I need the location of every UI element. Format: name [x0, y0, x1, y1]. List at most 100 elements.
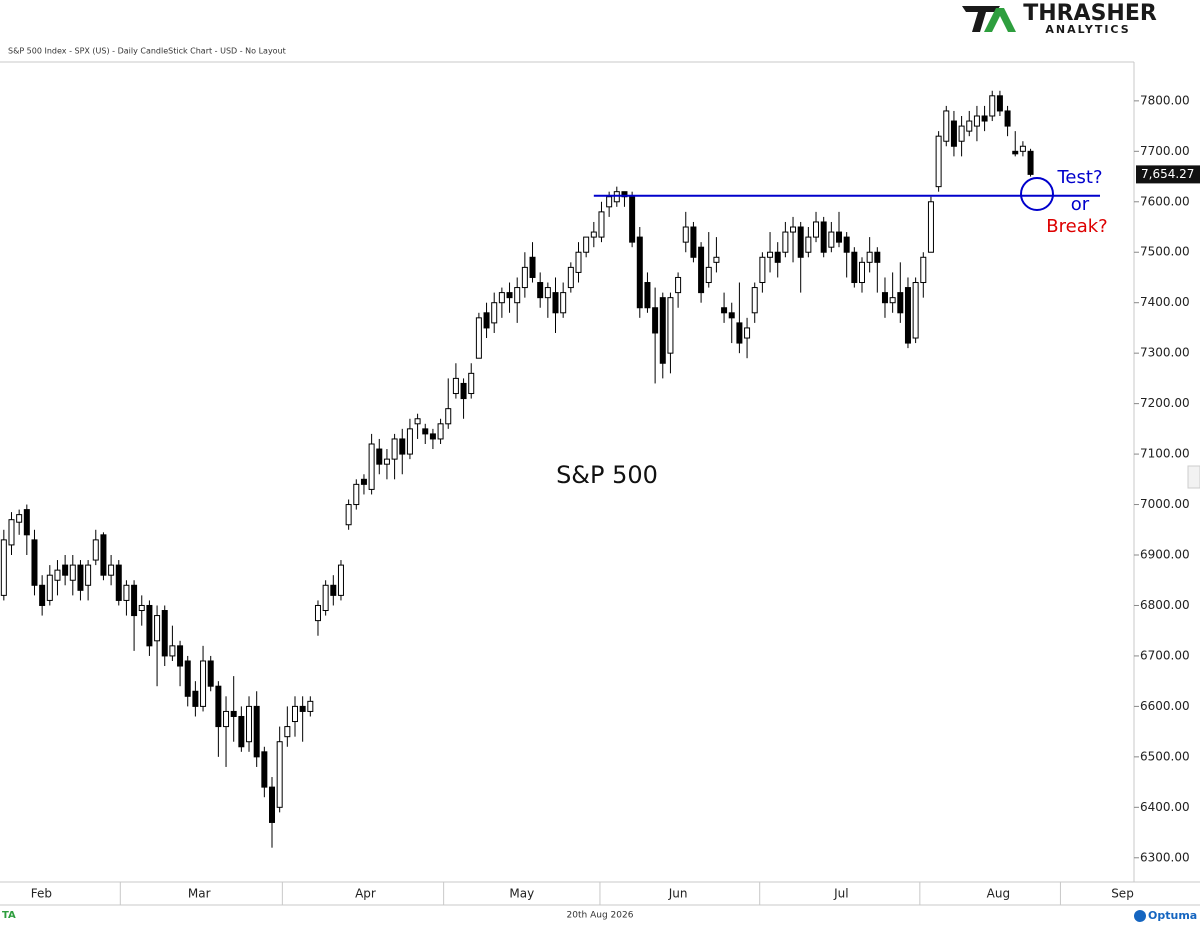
candle-body — [177, 645, 184, 667]
candle — [314, 600, 321, 636]
candle — [422, 423, 429, 444]
test-circle — [1020, 177, 1054, 211]
last-price-box — [1136, 165, 1200, 184]
candle — [529, 242, 536, 283]
candle — [330, 575, 337, 606]
candle — [583, 236, 590, 258]
candle — [675, 272, 682, 308]
candle-body — [690, 226, 697, 258]
candle — [307, 696, 314, 717]
candle-body — [544, 287, 551, 299]
candle-body — [85, 564, 92, 586]
candle-body — [728, 312, 735, 319]
candle — [77, 560, 84, 601]
candle — [996, 90, 1003, 116]
candle-body — [337, 564, 344, 596]
candle — [360, 474, 367, 495]
candle-body — [1027, 150, 1034, 175]
candle-body — [966, 120, 973, 132]
candle — [874, 247, 881, 293]
candle-body — [736, 322, 743, 344]
candle-body — [629, 196, 636, 243]
candle — [383, 449, 390, 480]
candle — [138, 595, 145, 626]
candle — [736, 282, 743, 354]
candle-body — [560, 292, 567, 314]
y-tick-label: 7700.00 — [1140, 144, 1190, 158]
candle-body — [889, 297, 896, 304]
candle-body — [943, 110, 950, 142]
candle-body — [567, 266, 574, 289]
y-tick-label: 6400.00 — [1140, 800, 1190, 814]
candle-body — [276, 741, 283, 808]
candle — [552, 277, 559, 333]
candle-body — [483, 312, 490, 329]
candle-body — [989, 95, 996, 117]
candle — [698, 242, 705, 303]
footer-logo: TA — [2, 910, 16, 921]
candle-body — [759, 256, 766, 284]
candle — [69, 555, 76, 596]
candle — [299, 696, 306, 742]
candle-body — [537, 282, 544, 299]
candle — [950, 110, 957, 157]
candle — [1004, 105, 1011, 137]
candle-body — [491, 302, 498, 324]
candle — [813, 211, 820, 243]
candle-body — [322, 584, 329, 612]
candle-body — [506, 292, 513, 299]
candle — [414, 413, 421, 439]
y-tick-label: 6600.00 — [1140, 699, 1190, 713]
candle — [590, 221, 597, 248]
candle — [613, 186, 620, 207]
candle-body — [414, 418, 421, 425]
candle-body — [138, 604, 145, 612]
candle — [958, 115, 965, 157]
candle — [269, 777, 276, 848]
candle — [920, 252, 927, 298]
candle-body — [154, 615, 161, 642]
candle-body — [713, 256, 720, 263]
candle-body — [705, 266, 712, 284]
x-tick-label: Jul — [833, 887, 848, 901]
candle — [690, 221, 697, 263]
candle — [184, 655, 191, 707]
candle — [544, 282, 551, 318]
candle-body — [0, 539, 7, 596]
candle-body — [330, 584, 337, 596]
candle-body — [774, 251, 781, 263]
y-tick-label: 7100.00 — [1140, 447, 1190, 461]
candle-body — [575, 251, 582, 273]
candle-body — [192, 690, 199, 707]
candle-body — [843, 236, 850, 253]
candle-body — [16, 514, 23, 523]
candle — [16, 509, 23, 535]
candle — [1027, 148, 1034, 177]
question-break: Break? — [1046, 216, 1107, 237]
candle — [912, 277, 919, 344]
x-tick-label: Mar — [188, 887, 211, 901]
candle-body — [360, 478, 367, 485]
candle-body — [215, 685, 222, 728]
optuma-icon — [1134, 910, 1146, 922]
candle-body — [897, 292, 904, 314]
candle — [537, 272, 544, 308]
candle-body — [744, 327, 751, 339]
candle-body — [169, 645, 176, 657]
candle — [682, 211, 689, 253]
scroll-tab[interactable] — [1187, 465, 1200, 489]
candle — [468, 363, 475, 399]
candle-body — [950, 120, 957, 147]
candle-body — [131, 584, 138, 617]
candle — [774, 242, 781, 278]
y-tick-label: 6700.00 — [1140, 648, 1190, 662]
candle — [230, 676, 237, 742]
candle-body — [422, 428, 429, 435]
candle — [636, 227, 643, 318]
candle-body — [621, 191, 628, 198]
candle — [437, 418, 444, 444]
candle — [498, 287, 505, 318]
candle-body — [452, 377, 459, 395]
